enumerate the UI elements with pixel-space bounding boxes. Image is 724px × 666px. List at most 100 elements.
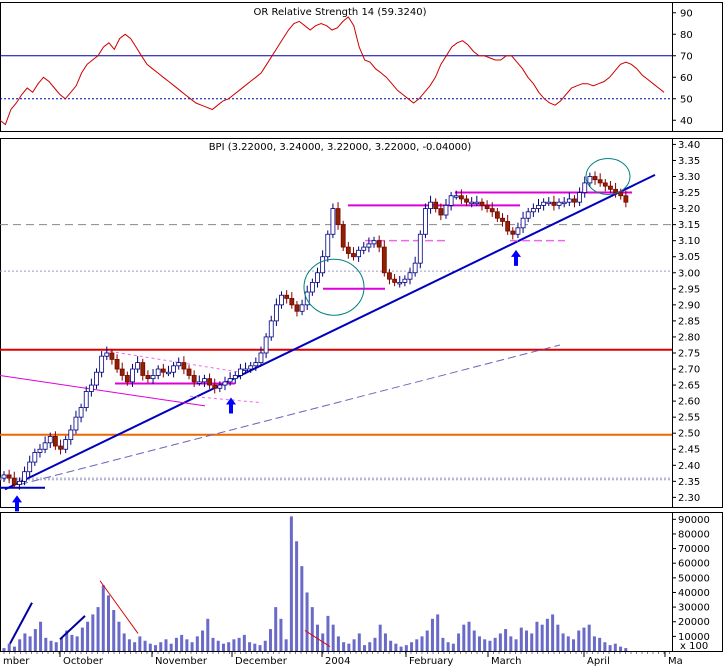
candle-body	[592, 176, 598, 181]
candle-body	[448, 195, 454, 206]
volume-bar	[237, 637, 241, 651]
volume-bar	[619, 646, 623, 651]
volume-tick-label: 40000	[678, 588, 710, 599]
candle-body	[618, 192, 624, 197]
candle-body	[47, 436, 53, 444]
price-tick-label: 2.40	[678, 461, 700, 472]
volume-bar	[310, 607, 314, 651]
candle-body	[217, 384, 223, 389]
price-tick-label: 2.55	[678, 413, 700, 424]
volume-bar	[133, 642, 137, 651]
candle-body	[530, 208, 536, 213]
volume-bar	[551, 614, 555, 651]
candle-body	[248, 365, 254, 370]
candle-body	[577, 192, 583, 203]
volume-tick-label: 20000	[678, 617, 710, 628]
x-axis-label: March	[491, 656, 521, 666]
x-axis-label: November	[155, 656, 208, 666]
volume-bar	[613, 643, 617, 651]
candle-body	[320, 256, 326, 274]
rsi-panel	[0, 2, 723, 132]
candle-body	[397, 281, 403, 285]
candle-body	[356, 249, 362, 258]
candle-body	[42, 442, 48, 450]
volume-bar	[300, 566, 304, 651]
volume-bar	[410, 642, 414, 651]
volume-bar	[357, 633, 361, 651]
up-arrow-icon	[12, 495, 22, 512]
volume-bar	[378, 624, 382, 651]
candle-body	[453, 195, 459, 198]
candle-body	[155, 368, 161, 376]
candle-body	[119, 368, 125, 376]
candle-body	[268, 320, 274, 338]
candle-body	[561, 201, 567, 205]
candle-body	[304, 291, 310, 306]
candle-body	[78, 407, 84, 418]
volume-bar	[138, 636, 142, 651]
volume-bar	[221, 643, 225, 651]
volume-bar	[65, 630, 69, 651]
candle-body	[94, 371, 99, 386]
price-tick-label: 3.20	[678, 204, 700, 215]
candle-body	[284, 294, 290, 299]
volume-bar	[101, 585, 105, 651]
volume-bar	[525, 630, 528, 651]
volume-bar	[164, 639, 168, 651]
volume-bar	[504, 629, 508, 651]
volume-bar	[592, 636, 596, 651]
volume-bar	[420, 636, 424, 651]
candle-body	[160, 368, 166, 373]
volume-bar	[39, 621, 43, 651]
volume-bar	[263, 640, 267, 651]
volume-bar	[404, 645, 408, 651]
volume-bar	[545, 618, 549, 651]
candle-body	[412, 262, 418, 274]
volume-trend-line	[9, 602, 33, 645]
candle-body	[587, 176, 593, 184]
volume-bar	[530, 633, 534, 651]
candle-body	[597, 179, 603, 184]
candle-body	[443, 204, 449, 216]
candle-body	[556, 201, 562, 206]
volume-bar	[347, 643, 351, 651]
candle-body	[1, 474, 7, 479]
candle-body	[566, 198, 572, 203]
volume-bar	[415, 639, 419, 651]
price-tick-label: 3.25	[678, 188, 700, 199]
candle-body	[484, 204, 490, 209]
volume-bar	[96, 607, 100, 651]
volume-trend-line	[304, 630, 331, 648]
candle-body	[166, 371, 171, 375]
volume-bar	[608, 645, 612, 651]
volume-bar	[540, 624, 544, 651]
highlight-ellipse	[585, 158, 631, 196]
volume-bar	[436, 614, 440, 651]
volume-bar	[336, 636, 340, 651]
up-arrow-icon	[511, 249, 521, 266]
candle-body	[99, 355, 105, 373]
volume-trend-line	[99, 580, 139, 634]
volume-unit-label: x 100	[680, 641, 708, 652]
volume-bar	[498, 633, 502, 651]
rsi-title: OR Relative Strength 14 (59.3240)	[254, 7, 427, 18]
candle-body	[366, 243, 372, 248]
volume-bar	[268, 629, 272, 651]
volume-bar	[514, 639, 518, 651]
candle-body	[83, 391, 89, 408]
x-axis-label: 2004	[325, 656, 350, 666]
volume-bar	[211, 637, 215, 651]
volume-bar	[472, 630, 476, 651]
volume-bar	[451, 643, 455, 651]
flag-line	[189, 395, 263, 404]
candle-body	[520, 217, 526, 229]
candle-body	[315, 272, 320, 283]
volume-bar	[206, 618, 210, 651]
candle-body	[474, 201, 480, 205]
candle-body	[536, 204, 541, 209]
volume-bar	[169, 643, 173, 651]
price-tick-label: 2.75	[678, 348, 700, 359]
candle-body	[387, 272, 392, 280]
candle-body	[345, 246, 351, 254]
candle-body	[299, 304, 305, 312]
